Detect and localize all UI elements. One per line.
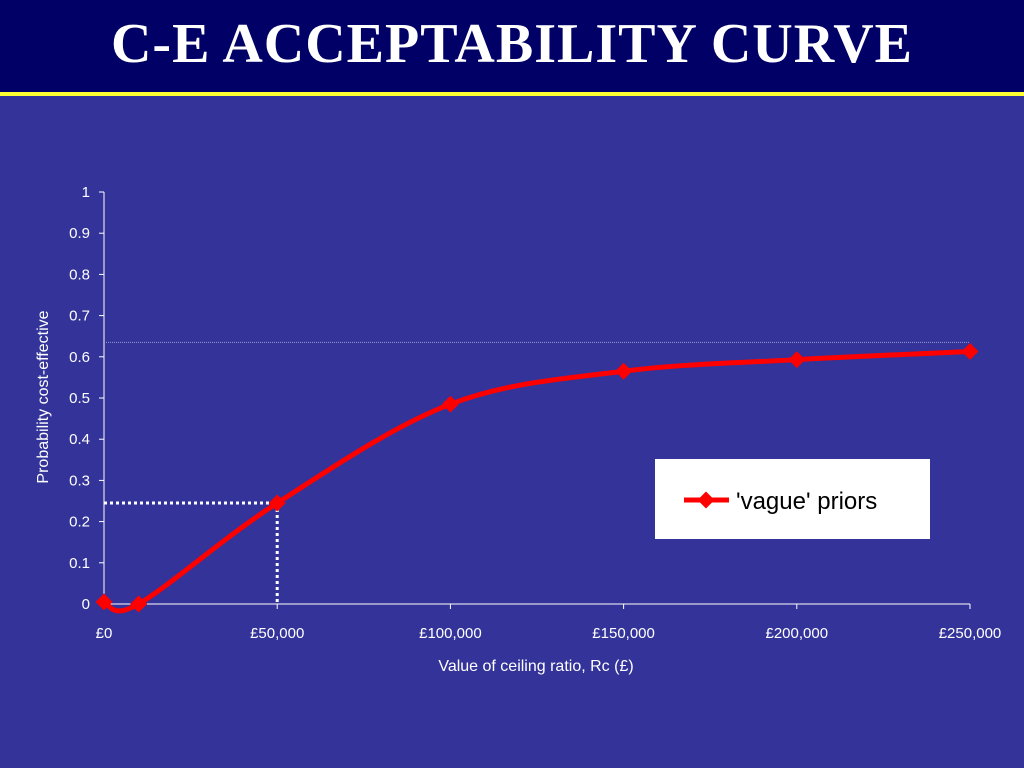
- x-tick-label: £0: [96, 625, 113, 642]
- x-tick-label: £200,000: [766, 625, 829, 642]
- y-tick-label: 0.2: [69, 514, 90, 531]
- y-tick-label: 0: [82, 596, 90, 613]
- x-tick-label: £250,000: [939, 625, 1002, 642]
- y-tick-label: 0.1: [69, 555, 90, 572]
- data-point-marker: [615, 362, 633, 380]
- chart-axes: 0 0.1 0.2 0.3 0.4 0.5 0.6 0.7 0.8 0.9 1 £0 £50,000 £1…: [69, 184, 1001, 642]
- x-tick-label: £50,000: [250, 625, 304, 642]
- x-tick-label: £100,000: [419, 625, 482, 642]
- title-divider: [0, 92, 1024, 96]
- x-axis-title: Value of ceiling ratio, Rc (£): [438, 658, 633, 675]
- y-tick-label: 0.9: [69, 225, 90, 242]
- title-bar: [0, 0, 1024, 92]
- data-point-marker: [788, 351, 806, 369]
- y-axis-title: Probability cost-effective: [35, 310, 52, 483]
- chart-annotations: [104, 341, 970, 604]
- chart-legend: 'vague' priors: [655, 459, 930, 539]
- slide-title: C-E ACCEPTABILITY CURVE: [110, 13, 914, 75]
- data-point-marker: [961, 342, 979, 360]
- y-tick-label: 0.4: [69, 431, 90, 448]
- chart-plot-area: [95, 342, 979, 614]
- y-tick-label: 0.7: [69, 308, 90, 325]
- data-point-marker: [95, 593, 113, 611]
- y-tick-label: 1: [82, 184, 90, 201]
- legend-series-label: 'vague' priors: [736, 488, 877, 515]
- y-tick-label: 0.8: [69, 266, 90, 283]
- y-tick-label: 0.3: [69, 472, 90, 489]
- y-tick-label: 0.6: [69, 349, 90, 366]
- legend-series-marker: [697, 491, 715, 509]
- data-point-marker: [441, 395, 459, 413]
- y-tick-label: 0.5: [69, 390, 90, 407]
- x-tick-label: £150,000: [592, 625, 655, 642]
- data-point-marker: [268, 494, 286, 512]
- data-point-marker: [130, 595, 148, 613]
